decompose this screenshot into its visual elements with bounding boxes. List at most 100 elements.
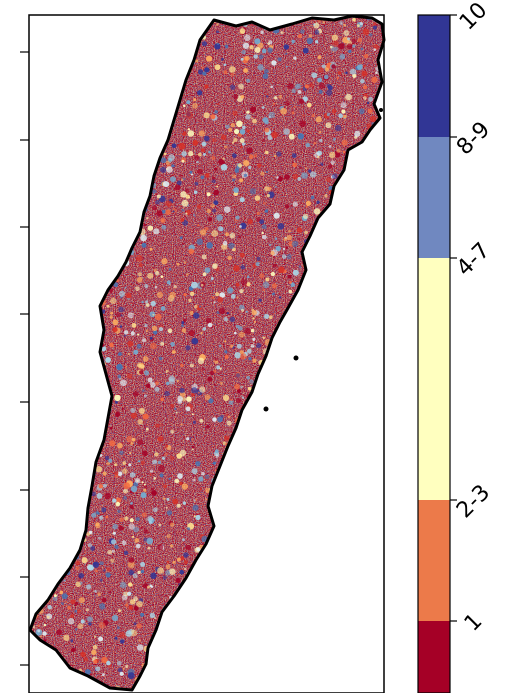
raster-speck — [243, 68, 249, 73]
raster-speck — [211, 179, 216, 184]
raster-speck — [109, 590, 112, 593]
raster-speck — [262, 73, 269, 80]
raster-speck — [138, 639, 141, 642]
raster-speck — [224, 354, 229, 359]
raster-speck — [121, 407, 124, 410]
raster-speck — [331, 173, 338, 179]
raster-speck — [103, 569, 106, 572]
raster-speck — [191, 387, 198, 394]
raster-speck — [74, 602, 79, 606]
raster-speck — [241, 50, 246, 55]
raster-speck — [141, 300, 144, 304]
raster-speck — [277, 223, 285, 230]
raster-speck — [197, 204, 202, 209]
raster-speck — [117, 667, 123, 673]
raster-speck — [224, 350, 228, 354]
raster-speck — [246, 147, 253, 154]
raster-speck — [141, 242, 147, 248]
raster-speck — [147, 377, 153, 383]
raster-speck — [330, 160, 335, 165]
raster-speck — [183, 261, 187, 264]
colorbar-label: 10 — [455, 0, 492, 35]
raster-speck — [346, 43, 353, 50]
raster-speck — [277, 176, 283, 182]
raster-speck — [201, 41, 208, 47]
raster-speck — [291, 111, 295, 115]
raster-speck — [363, 96, 367, 100]
raster-speck — [152, 325, 158, 332]
raster-speck — [298, 98, 305, 104]
raster-speck — [74, 627, 78, 631]
raster-speck — [260, 171, 265, 176]
raster-speck — [131, 438, 136, 442]
raster-speck — [331, 109, 337, 114]
raster-speck — [43, 623, 47, 627]
raster-speck — [295, 83, 301, 90]
raster-speck — [227, 287, 234, 294]
raster-speck — [190, 438, 194, 441]
raster-speck — [181, 151, 187, 157]
raster-speck — [191, 445, 195, 449]
raster-speck — [224, 340, 227, 343]
raster-speck — [137, 570, 141, 575]
raster-speck — [285, 65, 288, 68]
raster-speck — [246, 348, 252, 354]
raster-speck — [116, 626, 120, 630]
raster-speck — [91, 512, 97, 518]
raster-speck — [158, 523, 162, 527]
raster-speck — [203, 135, 210, 142]
raster-speck — [213, 189, 220, 196]
raster-speck — [135, 286, 140, 292]
raster-speck — [202, 71, 207, 76]
raster-speck — [188, 248, 195, 255]
raster-speck — [284, 174, 290, 180]
raster-speck — [218, 308, 226, 315]
raster-speck — [254, 38, 261, 45]
raster-speck — [152, 507, 158, 513]
raster-speck — [183, 293, 187, 297]
raster-speck — [116, 660, 122, 666]
raster-speck — [158, 465, 165, 472]
raster-speck — [166, 534, 171, 539]
colorbar-frame — [417, 14, 451, 693]
raster-speck — [274, 237, 278, 241]
raster-speck — [146, 585, 150, 589]
raster-speck — [167, 328, 173, 334]
raster-speck — [227, 415, 231, 419]
raster-speck — [315, 40, 319, 44]
raster-speck — [137, 419, 143, 425]
raster-speck — [160, 275, 164, 278]
raster-speck — [179, 481, 183, 486]
raster-speck — [264, 209, 269, 213]
raster-speck — [134, 478, 141, 484]
raster-speck — [83, 656, 88, 662]
raster-speck — [123, 482, 130, 490]
raster-speck — [158, 327, 163, 332]
raster-speck — [206, 208, 211, 214]
raster-speck — [253, 54, 258, 59]
raster-speck — [220, 164, 228, 171]
raster-speck — [277, 57, 282, 62]
raster-speck — [128, 463, 132, 467]
raster-speck — [150, 572, 157, 579]
raster-speck — [140, 364, 145, 369]
raster-speck — [287, 229, 291, 233]
raster-speck — [130, 412, 137, 419]
raster-speck — [157, 460, 162, 465]
raster-speck — [191, 468, 198, 475]
raster-speck — [115, 501, 121, 507]
raster-speck — [280, 31, 284, 35]
raster-speck — [70, 614, 74, 618]
raster-speck — [211, 296, 215, 299]
colorbar-label: 1 — [460, 609, 488, 637]
raster-speck — [215, 454, 219, 458]
raster-speck — [192, 420, 196, 424]
raster-speck — [181, 208, 185, 212]
raster-speck — [200, 175, 205, 180]
raster-speck — [217, 296, 224, 303]
raster-speck — [234, 128, 240, 135]
raster-speck — [81, 557, 88, 564]
raster-speck — [183, 318, 187, 322]
raster-speck — [136, 644, 144, 651]
raster-speck — [257, 64, 264, 71]
